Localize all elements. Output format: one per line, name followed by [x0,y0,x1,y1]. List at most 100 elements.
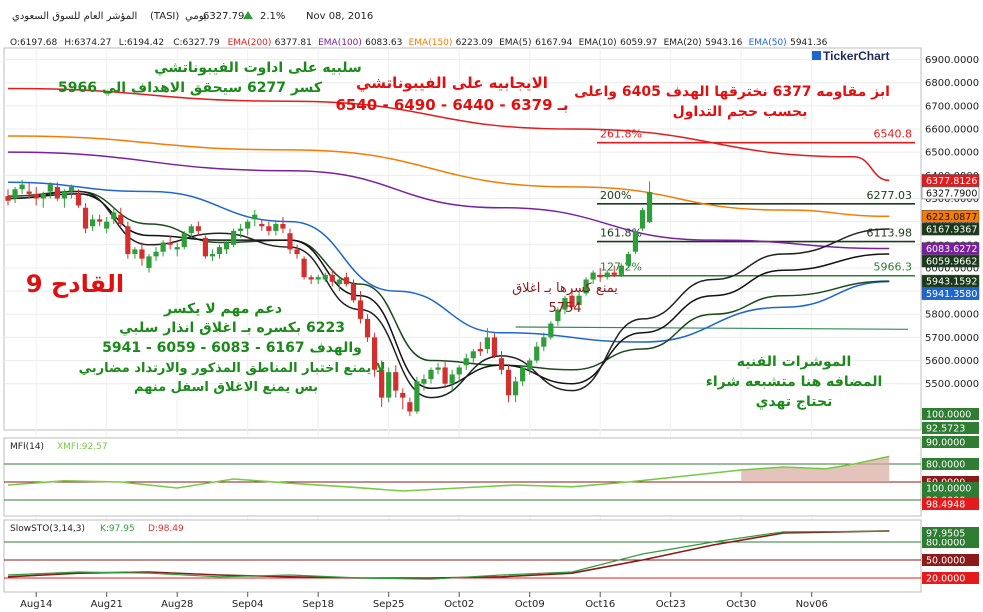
sto-panel [3,519,922,593]
level-label-box [922,572,979,584]
candle-body [188,226,194,234]
ohlc-row: O:6197.68 H:6374.27 L:6194.42 C:6327.79 EMA(… [10,38,828,48]
ohlc-value: L:6194.42 [119,38,164,48]
fib-price-label: 5966.3 [874,261,913,274]
candle-body [195,226,201,231]
header-title: المؤشر العام للسوق السعودي [12,11,137,22]
ann-break-1: يمنع كسرها بـ اغلاق [512,281,618,296]
value-label-box [922,498,979,510]
level-label-text: 80.0000 [926,538,965,549]
candle-body [534,346,540,361]
price-tick: 6200.0000 [925,217,979,228]
price-tick: 5700.0000 [925,333,979,344]
candle-body [252,214,258,220]
price-label-box [921,222,980,236]
candle-body [153,251,159,257]
up-arrow-icon [243,11,253,19]
candle-body [562,298,568,310]
candle-body [393,372,399,391]
price-label-box [921,254,980,268]
candle-body [520,367,526,382]
candle-body [125,226,131,255]
price-label-box [921,174,980,187]
candle-body [527,360,533,370]
overbought-area [741,456,890,482]
candle-body [625,254,631,266]
ohlc-value: H:6374.27 [64,38,111,48]
ann-fib-positive: الايجابيه على الفيبوناتشي [356,74,548,92]
candle-body [111,212,117,220]
candle-body [611,272,617,275]
candle-body [273,223,279,231]
value-label-box [922,482,979,494]
candle-body [216,247,223,255]
candle-body [639,210,646,229]
candle-body [590,272,596,280]
date-axis: Aug14 Aug21 Aug28 Sep04 Sep18 Sep25 Oct02 Oct09… [20,592,828,610]
candle-body [372,337,378,370]
value-label-box [922,422,979,434]
candle-body [336,279,342,285]
ann-indicators-2: المضافه هنا متشبعه شراء [706,374,883,390]
price-tick: 6900.0000 [925,55,979,66]
candle-body [132,249,138,255]
sto-legend: SlowSTO(3,14,3) [10,524,85,534]
candle-body [449,374,455,384]
ema-legend-value: 6223.09 [456,38,493,48]
value-label-text: 97.9505 [926,529,965,540]
price-label-box [921,242,980,255]
candle-body [68,186,75,192]
ema-line [7,135,890,218]
ann-support-2: 6223 بكسره بـ اغلاق انذار سلبي [119,320,345,336]
ema-legend-label: EMA(10) [579,38,617,48]
price-tick: 5800.0000 [925,310,979,321]
ema-legend-value: 5941.36 [790,38,827,48]
candle-body [33,193,39,199]
trend-line [515,326,909,330]
level-label-box [922,554,979,566]
price-label-box [921,274,980,288]
candle-body [350,284,357,301]
candle-body [90,219,96,227]
ann-support-5: بس يمنع الاغلاق اسفل منهم [134,380,318,395]
header-last: 6327.79 [203,11,244,22]
level-label-text: 80.0000 [926,460,965,471]
price-tick: 6600.0000 [925,125,979,136]
price-tick: 6500.0000 [925,148,979,159]
ema-legend-value: 5943.16 [705,38,742,48]
x-tick-label: Nov06 [796,599,828,610]
ema-line [7,151,890,250]
candle-body [266,226,272,231]
candle-body [569,295,575,308]
tickerchart-logo: TickerChart [812,49,889,63]
candle-body [167,242,173,245]
annotations: سلبيه على اداوت الفيبوناتشي كسر 6277 سيح… [26,60,890,411]
ohlc-value: O:6197.68 [10,38,57,48]
candle-body [104,221,110,229]
candle-body [343,277,349,285]
ema-legend-label: EMA(150) [409,38,453,48]
ann-fib-negative: سلبيه على اداوت الفيبوناتشي [154,60,362,76]
ann-support-4: لا يمنع اختبار المناطق المذكور والارتداد… [79,361,386,376]
value-label-text: 92.5723 [926,424,965,435]
candle-body [301,258,307,278]
mfi-line [7,455,890,492]
ema-legend-value: 6167.94 [535,38,572,48]
candle-body [245,221,251,229]
price-tick: 6300.0000 [925,194,979,205]
level-label-text: 20.0000 [926,574,965,585]
fib-price-label: 6277.03 [867,189,913,202]
candle-body [470,351,476,359]
candle-body [442,367,448,384]
ema-line [7,190,890,399]
price-label-box [921,287,980,300]
candle-body [646,192,653,223]
price-label-text: 5941.3580 [926,289,977,300]
mfi-legend: MFI(14) [10,442,44,452]
ann-qadeh: القادح 9 [26,270,124,298]
candle-body [40,193,46,199]
candle-body [400,392,406,398]
chart-header: المؤشر العام للسوق السعودي (TASI) يومي 6… [12,11,373,22]
